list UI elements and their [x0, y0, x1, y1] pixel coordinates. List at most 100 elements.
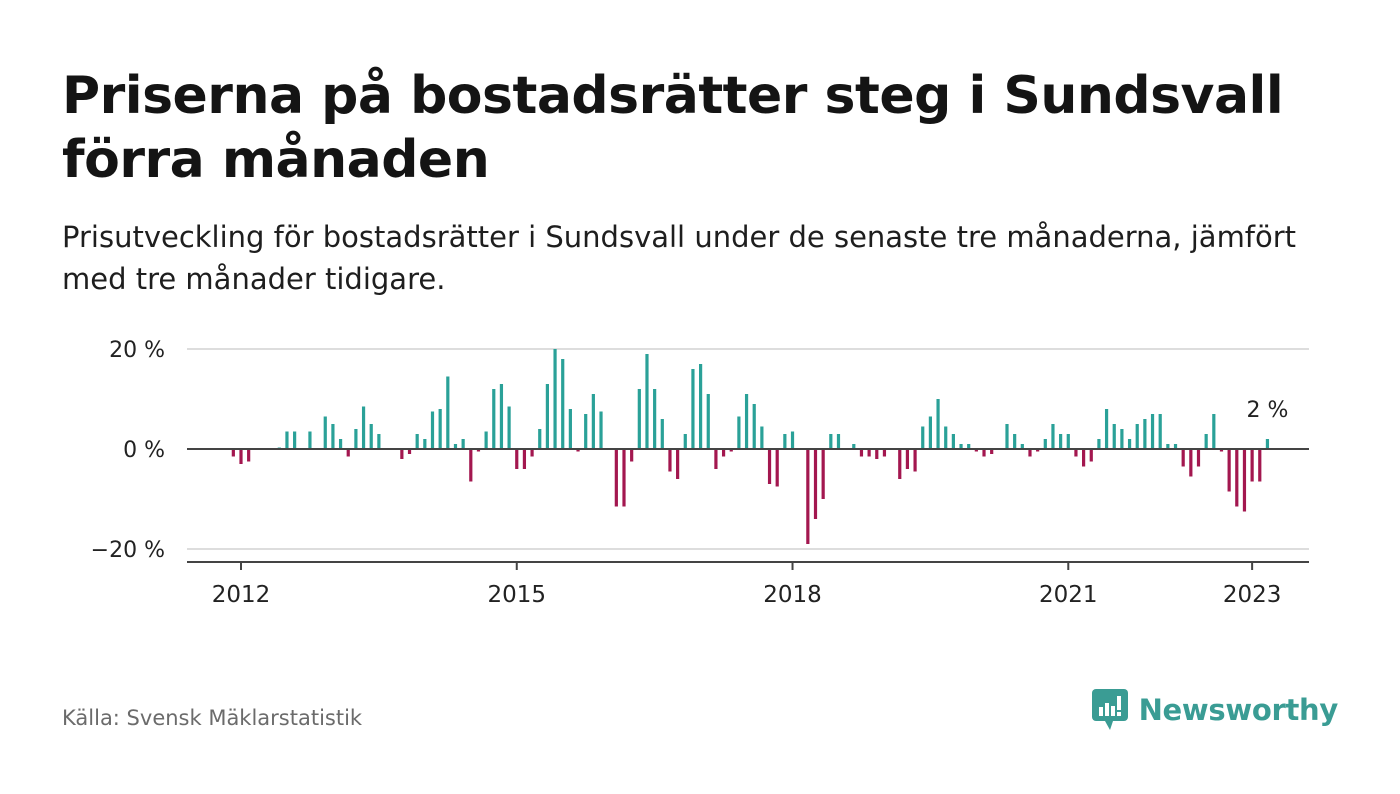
- bar: [1173, 444, 1178, 449]
- bar: [461, 439, 465, 449]
- x-tick-label: 2018: [763, 582, 822, 608]
- bar: [1242, 449, 1247, 512]
- bar-chart: 20 % 0 % −20 % 2012 2015 2018 2021 2023 2 %: [91, 338, 1309, 608]
- bar: [338, 439, 343, 449]
- bar: [1181, 449, 1185, 467]
- bar: [446, 376, 450, 449]
- bar: [538, 429, 542, 449]
- bar: [967, 444, 971, 449]
- bar: [1235, 449, 1239, 507]
- bar: [1036, 449, 1040, 452]
- bar: [699, 364, 703, 449]
- page-subtitle: Prisutveckling för bostadsrätter i Sunds…: [62, 220, 1297, 296]
- bar: [767, 449, 772, 484]
- bar: [622, 449, 626, 507]
- bar: [1204, 434, 1208, 449]
- bar: [691, 369, 695, 449]
- bar: [499, 384, 504, 449]
- bar: [982, 449, 986, 457]
- bar: [1127, 439, 1132, 449]
- bar: [507, 406, 511, 449]
- bar: [469, 449, 473, 482]
- bar: [990, 449, 994, 454]
- bar: [1020, 444, 1024, 449]
- newsworthy-logo-icon: [1091, 689, 1128, 730]
- bar: [1097, 439, 1101, 449]
- bar: [1258, 449, 1262, 482]
- bar: [361, 406, 366, 449]
- bar: [790, 431, 795, 449]
- bar: [331, 424, 335, 449]
- bar: [683, 434, 687, 449]
- bar: [714, 449, 718, 469]
- bar: [898, 449, 902, 479]
- bar: [492, 389, 496, 449]
- bar: [821, 449, 825, 499]
- bar: [1089, 449, 1093, 462]
- bar: [959, 444, 963, 449]
- bars-layer: [231, 349, 1270, 544]
- bar: [553, 349, 557, 449]
- x-tick-label: 2012: [212, 582, 271, 608]
- bar: [721, 449, 726, 457]
- bar: [369, 424, 373, 449]
- bar: [760, 426, 764, 449]
- bar: [660, 419, 664, 449]
- bar: [584, 414, 588, 449]
- bar: [293, 431, 297, 449]
- bar: [630, 449, 634, 462]
- bar: [1143, 419, 1147, 449]
- bar: [407, 449, 412, 454]
- bar: [944, 426, 948, 449]
- bar: [928, 416, 932, 449]
- bar: [783, 434, 787, 449]
- bar: [285, 431, 289, 449]
- bar: [1265, 439, 1270, 449]
- bar: [1212, 414, 1216, 449]
- bar: [247, 449, 251, 462]
- bar: [231, 449, 235, 457]
- bar: [829, 434, 833, 449]
- bar: [752, 404, 756, 449]
- bar: [515, 449, 519, 469]
- bar: [308, 431, 312, 449]
- bar: [323, 416, 327, 449]
- bar: [1196, 449, 1201, 467]
- bar: [346, 449, 350, 457]
- bar: [400, 449, 404, 459]
- bar: [645, 354, 649, 449]
- bar: [484, 431, 488, 449]
- bar: [744, 394, 749, 449]
- bar: [423, 439, 427, 449]
- bar: [921, 426, 925, 449]
- page-title: Priserna på bostadsrätter steg i Sundsva…: [62, 66, 1284, 190]
- bar: [1135, 424, 1139, 449]
- bar: [561, 359, 565, 449]
- bar: [1059, 434, 1063, 449]
- bar: [576, 449, 580, 452]
- x-tick-label: 2021: [1039, 582, 1098, 608]
- bar: [775, 449, 779, 487]
- bar: [354, 429, 358, 449]
- bar: [974, 449, 978, 452]
- brand-name: Newsworthy: [1138, 693, 1339, 727]
- bar: [936, 399, 940, 449]
- axis-layer: 2012 2015 2018 2021 2023: [187, 448, 1309, 608]
- bar: [706, 394, 710, 449]
- bar: [415, 434, 419, 449]
- bar: [836, 434, 841, 449]
- bar: [568, 409, 572, 449]
- bar: [806, 449, 810, 544]
- bar: [1051, 424, 1055, 449]
- bar: [239, 449, 243, 464]
- bar: [951, 434, 955, 449]
- x-tick-label: 2015: [487, 582, 546, 608]
- bar: [676, 449, 680, 479]
- bar: [430, 411, 435, 449]
- bar: [867, 449, 871, 457]
- bar: [545, 384, 549, 449]
- last-value-label: 2 %: [1246, 398, 1288, 423]
- bar: [599, 411, 603, 449]
- bar: [882, 449, 887, 457]
- y-tick-label: 0 %: [123, 438, 165, 463]
